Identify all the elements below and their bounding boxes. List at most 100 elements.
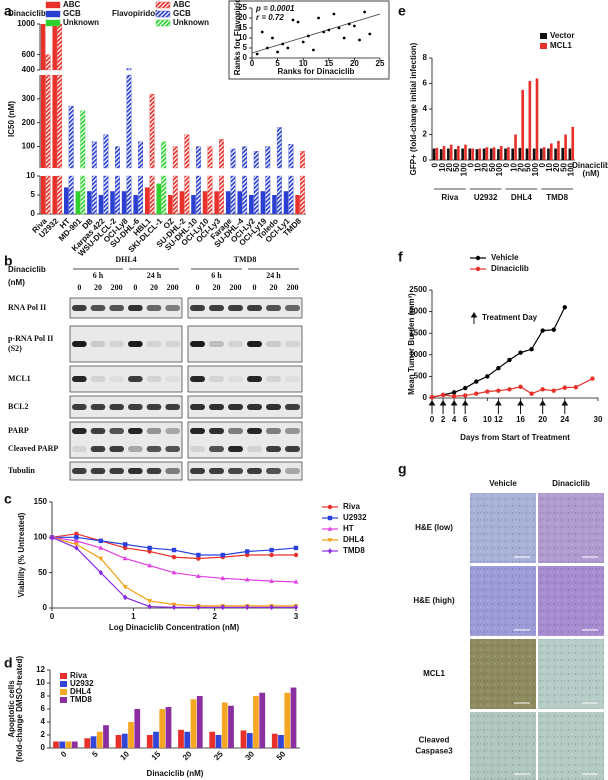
legend-swatch [45,10,61,18]
y-axis-label: (fold-change DMSO-treated) [15,656,24,763]
panel-letter: f [398,249,403,265]
dose-label: 20 [94,283,102,292]
x-axis-label: Dinaciclib (nM) [147,769,204,778]
marker [98,569,103,576]
legend-label: Riva [70,671,87,680]
band [90,305,106,311]
point [317,16,320,20]
panel-letter: a [4,3,12,19]
bar [156,183,162,214]
bar [290,687,297,748]
marker [122,585,128,590]
marker [485,389,490,394]
marker [463,385,468,391]
legend-label: ABC [173,0,191,9]
band [266,404,281,410]
y-tick-label: 300 [22,94,36,103]
marker [293,552,299,558]
band [165,376,180,382]
bar [283,191,289,214]
y-tick-label: 1500 [409,328,427,337]
band [109,404,124,410]
marker [496,365,501,371]
bar [80,110,86,169]
dose-label: 200 [167,283,179,292]
band [247,341,262,347]
x-axis-label: Ranks for Dinaciclib [278,67,355,76]
time-label: 24 h [147,271,162,280]
bar [514,134,517,160]
bar [71,741,78,748]
point [260,30,264,34]
bar [103,725,109,748]
x-tick-label: 1 [131,612,136,621]
band [228,376,243,382]
band [128,376,143,382]
legend-swatch [540,43,547,49]
panel-letter: e [398,3,406,19]
dose-label: 0 [196,283,200,292]
bar [133,195,138,214]
bar [272,195,277,214]
band [247,376,262,382]
legend-title: Dinaciclib [8,9,46,18]
marker [98,556,104,562]
y-tick-label: 5 [243,43,248,52]
bar [288,175,294,215]
marker [74,531,79,536]
bar [237,191,242,214]
marker [245,549,250,554]
legend-label: ABC [63,0,81,9]
point [255,52,259,56]
bar [168,195,173,214]
bar [492,147,496,160]
band [228,404,243,410]
y-tick-label: 6 [41,704,46,713]
row-label: (S2) [8,344,22,353]
bar [149,93,155,169]
bar [284,692,291,748]
legend-swatch [155,1,171,9]
marker [474,379,479,384]
histology-texture [538,639,604,709]
point [312,48,315,52]
bar [542,147,546,160]
x-tick-label: 30 [594,415,603,424]
point [368,32,372,36]
bar [228,705,234,748]
histology-texture [538,712,604,780]
band [190,341,205,347]
bar [110,191,115,214]
bar [68,105,74,169]
marker [590,376,595,381]
marker [196,552,201,558]
legend-label: Unknown [63,18,99,27]
y-tick-label: 8 [423,53,428,62]
bar [115,735,122,748]
row-label: MCL1 [423,669,445,678]
band [128,446,143,452]
legend-label: HT [343,524,354,533]
row-label: H&E (low) [415,523,453,532]
treatment-arrow [539,400,547,414]
band [266,341,281,347]
group-label: U2932 [474,193,498,202]
row-label: p-RNA Pol II [8,334,53,343]
marker [475,266,481,272]
panel-letter: c [4,491,12,507]
legend-label: Dinaciclib [491,264,529,273]
band [190,376,205,382]
band [90,404,106,410]
panel-letter: b [4,253,13,269]
band [72,376,87,382]
bar [96,731,103,748]
y-tick-label: 20 [238,13,247,22]
band [190,428,205,434]
y-tick-label: 25 [238,3,247,12]
x-tick-label: 10 [483,415,492,424]
band [285,404,300,410]
blot-panel [187,325,303,363]
bar [568,148,572,160]
x-tick-label: 10 [299,59,308,68]
x-tick-label: 15 [324,59,333,68]
